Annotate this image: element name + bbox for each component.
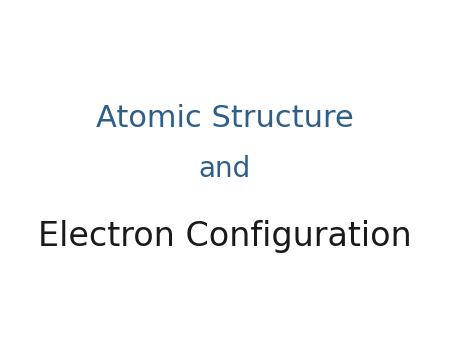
Text: Electron Configuration: Electron Configuration: [38, 220, 412, 253]
Text: Atomic Structure: Atomic Structure: [96, 104, 354, 133]
Text: and: and: [199, 155, 251, 183]
